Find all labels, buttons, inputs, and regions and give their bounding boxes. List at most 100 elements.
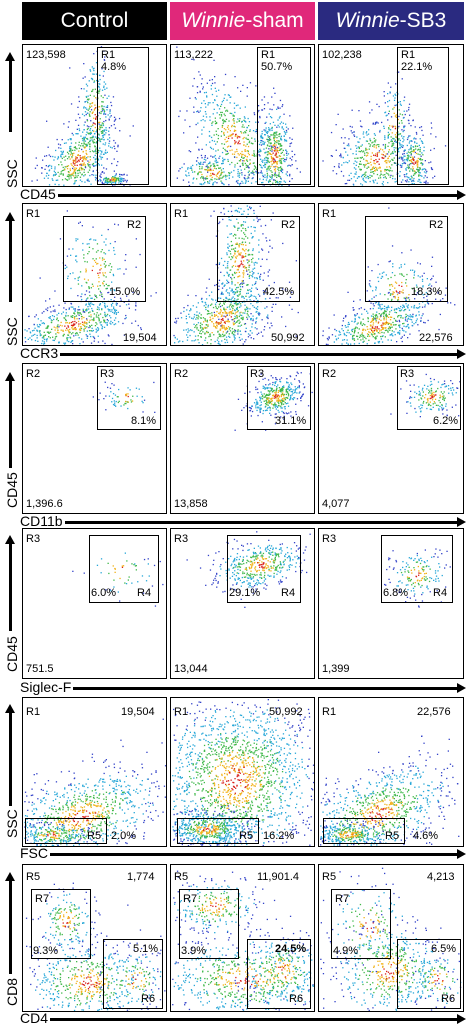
gate-b-percent: 24.5% bbox=[275, 943, 307, 955]
row5-y-axis-arrow bbox=[5, 704, 15, 806]
gate-label: R5 bbox=[87, 830, 102, 842]
row5-panel-winnie-sb3: R1 22,576 R5 4.6% bbox=[318, 697, 464, 847]
event-count: 1,396.6 bbox=[26, 498, 63, 510]
row3-x-title: CD11b bbox=[20, 513, 65, 529]
event-count: 123,598 bbox=[26, 49, 66, 61]
row2-x-title: CCR3 bbox=[20, 345, 61, 361]
gate-r6 bbox=[397, 939, 461, 1009]
gate-r7 bbox=[331, 889, 391, 959]
row6-y-axis-arrow bbox=[5, 872, 15, 974]
scatter-dots bbox=[320, 735, 460, 846]
row6-y-title: CD8 bbox=[4, 977, 20, 1006]
gate-label: R4 bbox=[281, 587, 296, 599]
header-control-label: Control bbox=[60, 9, 129, 32]
event-count: 113,222 bbox=[174, 49, 213, 61]
row2-panel-winnie-sb3: R1 R2 18.3% 22,576 bbox=[318, 203, 464, 346]
scatter-dots bbox=[172, 870, 314, 1011]
row4-y-title: CD45 bbox=[4, 636, 20, 672]
row1-panel-control: 123,598 R1 4.8% bbox=[22, 44, 167, 187]
row3-y-axis-arrow bbox=[5, 372, 15, 468]
parent-gate-label: R5 bbox=[174, 871, 189, 883]
gate-percent: 6.2% bbox=[433, 415, 459, 427]
gate-percent: 4.6% bbox=[413, 830, 439, 842]
header-winnie-sb3: Winnie -SB3 bbox=[318, 2, 464, 40]
row1-panel-winnie-sham: 113,222 R1 50.7% bbox=[170, 44, 315, 187]
row2-panel-control: R1 R2 15.0% 19,504 bbox=[22, 203, 167, 346]
gate-a-percent: 3.9% bbox=[181, 945, 207, 957]
gate-r3 bbox=[97, 366, 161, 430]
row4-x-axis-arrow bbox=[22, 683, 466, 693]
gate-r3 bbox=[397, 366, 461, 430]
scatter-dots bbox=[384, 548, 451, 608]
row5-x-title: FSC bbox=[20, 845, 50, 861]
header-control: Control bbox=[22, 2, 167, 40]
gate-r5 bbox=[25, 818, 107, 844]
scatter-dots bbox=[24, 718, 166, 846]
row6-panel-winnie-sb3: R5 4,213 R7 4.9% 6.5% R6 bbox=[318, 864, 464, 1012]
gate-label: R2 bbox=[281, 219, 296, 231]
gate-percent: 6.0% bbox=[91, 587, 117, 599]
parent-gate-label: R1 bbox=[26, 706, 41, 718]
gate-r2 bbox=[365, 216, 448, 302]
parent-gate-label: R5 bbox=[26, 871, 41, 883]
gate-label: R3 bbox=[400, 368, 415, 380]
gate-percent: 8.1% bbox=[131, 415, 157, 427]
row5-panel-winnie-sham: R1 50,992 R5 16.2% bbox=[170, 697, 315, 847]
scatter-dots bbox=[24, 210, 157, 345]
event-count: 50,992 bbox=[269, 706, 303, 718]
row5-panel-control: R1 19,504 R5 2.0% bbox=[22, 697, 167, 847]
row2-y-title: SSC bbox=[4, 317, 20, 346]
event-count: 22,576 bbox=[419, 332, 453, 344]
row1-y-axis-arrow bbox=[5, 52, 15, 132]
gate-percent: 18.3% bbox=[411, 286, 443, 298]
gate-r1 bbox=[97, 47, 149, 185]
gate-r5 bbox=[177, 818, 259, 844]
event-count: 19,504 bbox=[123, 332, 157, 344]
row4-panel-winnie-sb3: R3 6.8% R4 1,399 bbox=[318, 528, 464, 679]
gate-label: R5 bbox=[239, 830, 254, 842]
gate-b-label: R6 bbox=[441, 993, 456, 1005]
row3-y-title: CD45 bbox=[4, 472, 20, 508]
gate-r1 bbox=[397, 47, 449, 185]
scatter-dots bbox=[320, 867, 462, 1011]
gate-r7 bbox=[179, 889, 239, 959]
gate-a-label: R7 bbox=[35, 893, 50, 905]
row5-y-title: SSC bbox=[4, 809, 20, 838]
gate-r6 bbox=[103, 939, 163, 1009]
row1-x-axis-arrow bbox=[22, 190, 466, 200]
event-count: 1,774 bbox=[127, 871, 155, 883]
gate-label: R2 bbox=[127, 219, 142, 231]
event-count: 13,044 bbox=[174, 663, 208, 675]
gate-r4 bbox=[89, 535, 159, 603]
row4-panel-control: R3 6.0% R4 751.5 bbox=[22, 528, 167, 679]
gate-r4 bbox=[227, 535, 301, 603]
row2-y-axis-arrow bbox=[5, 212, 15, 302]
scatter-dots bbox=[390, 373, 461, 418]
gate-percent: 2.0% bbox=[111, 830, 137, 842]
row6-x-title: CD4 bbox=[20, 1010, 51, 1026]
gate-a-label: R7 bbox=[335, 893, 350, 905]
row6-panel-winnie-sham: R5 11,901.4 R7 3.9% 24.5% R6 bbox=[170, 864, 315, 1012]
row5-x-axis-arrow bbox=[22, 849, 466, 859]
gate-percent: 4.8% bbox=[101, 61, 127, 73]
row1-panel-winnie-sb3: 102,238 R1 22.1% bbox=[318, 44, 464, 187]
gate-b-label: R6 bbox=[289, 993, 304, 1005]
event-count: 1,399 bbox=[322, 663, 350, 675]
gate-r2 bbox=[217, 216, 300, 302]
gate-a-percent: 9.3% bbox=[33, 945, 59, 957]
scatter-dots bbox=[25, 882, 166, 1011]
gate-percent: 16.2% bbox=[263, 830, 295, 842]
parent-gate-label: R1 bbox=[322, 706, 337, 718]
event-count: 751.5 bbox=[26, 663, 54, 675]
parent-gate-label: R2 bbox=[174, 368, 189, 380]
row4-panel-winnie-sham: R3 29.1% R4 13,044 bbox=[170, 528, 315, 679]
parent-gate-label: R1 bbox=[26, 208, 41, 220]
gate-percent: 42.5% bbox=[263, 286, 295, 298]
scatter-dots bbox=[322, 71, 447, 186]
gate-r3 bbox=[247, 366, 311, 430]
event-count: 50,992 bbox=[271, 332, 305, 344]
parent-gate-label: R3 bbox=[322, 533, 337, 545]
header-winnie-sb3-italic: Winnie bbox=[335, 9, 400, 32]
gate-percent: 6.8% bbox=[383, 587, 409, 599]
row4-x-title: Siglec-F bbox=[20, 679, 74, 695]
